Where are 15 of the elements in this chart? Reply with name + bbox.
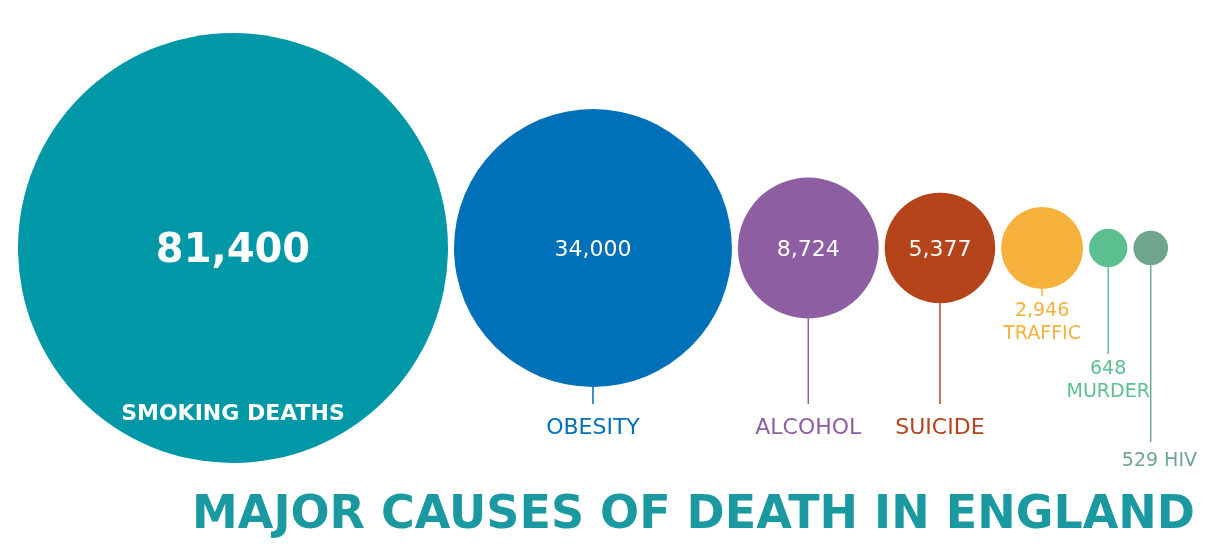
data-label: 2,946 (1014, 298, 1070, 320)
category-label: SMOKING DEATHS (121, 400, 345, 425)
text: MAJOR CAUSES OF DEATH IN ENGLAND (192, 485, 1195, 539)
data-label: 34,000 (554, 236, 632, 261)
data-label: 81,400 (155, 225, 311, 271)
category-label: TRAFFIC (1002, 321, 1081, 343)
category-label: SUICIDE (895, 414, 985, 439)
data-label: 648 (1090, 356, 1127, 378)
category-label: OBESITY (546, 414, 641, 439)
data-label: 529 (1121, 448, 1159, 470)
data-label: 8,724 (776, 236, 840, 261)
data-label: 5,377 (908, 236, 972, 261)
category-label: MURDER (1066, 379, 1150, 401)
category-label: HIV (1164, 448, 1197, 470)
category-label: ALCOHOL (755, 414, 863, 439)
